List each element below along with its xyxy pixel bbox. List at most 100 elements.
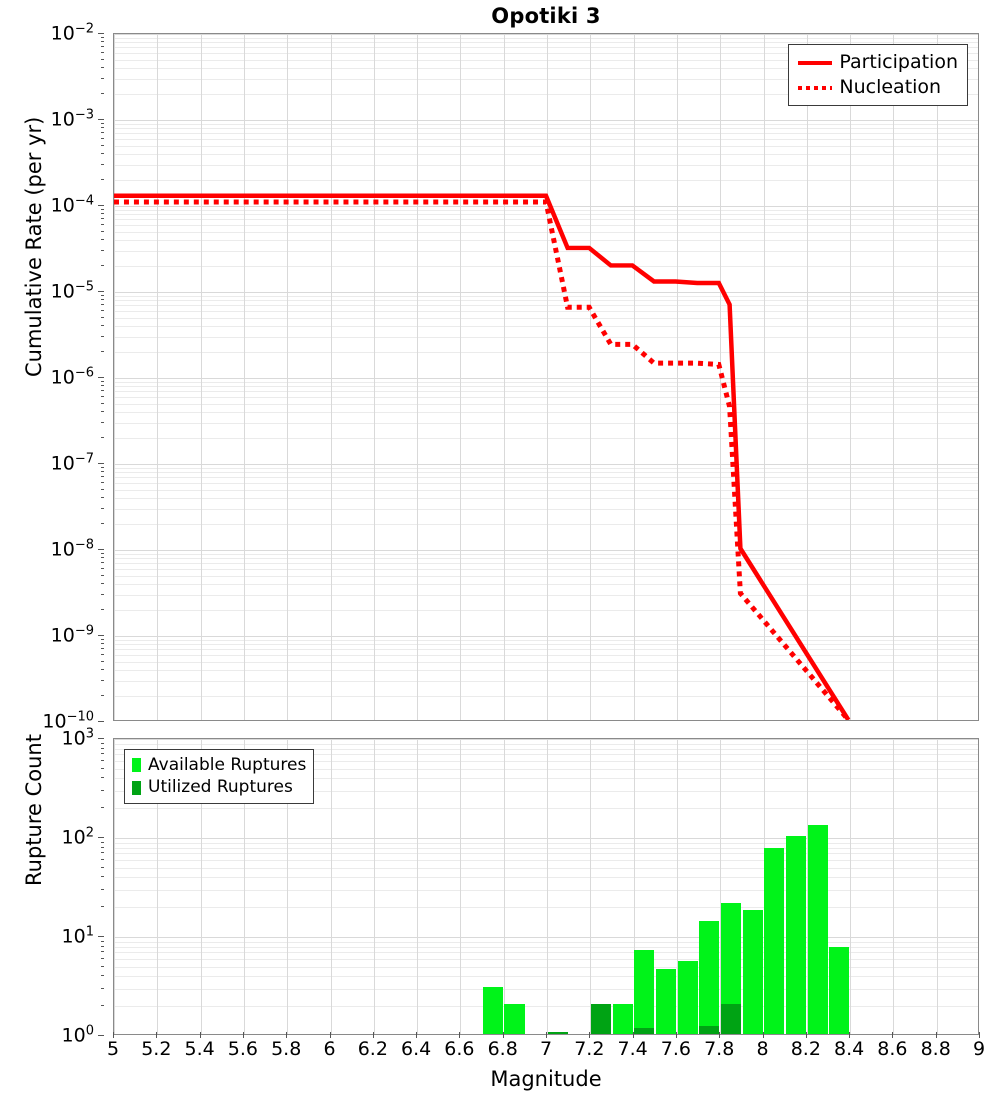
- y-minor-tick-mark: [101, 807, 104, 809]
- y-minor-tick-mark: [101, 310, 104, 312]
- x-tick-labels: 5 5.2 5.4 5.6 5.8 6 6.2 6.4 6.6 6.8 7 7.2 7.4 7.6 7.8 8…: [107, 1032, 985, 1066]
- rate-curves: [114, 193, 851, 720]
- x-tick-label: 6.4: [400, 1038, 432, 1060]
- y-minor-tick-mark: [101, 179, 104, 181]
- y-minor-tick-mark: [101, 669, 104, 671]
- y-minor-tick-mark: [101, 507, 104, 509]
- gridline-horizontal-minor: [114, 467, 978, 469]
- bar-available-ruptures: [807, 824, 828, 1034]
- y-minor-tick-mark: [101, 265, 104, 267]
- x-tick-mark: [546, 1032, 547, 1038]
- y-minor-tick-mark: [101, 777, 104, 779]
- y-tick-label: 10−4: [50, 193, 94, 217]
- y-minor-tick-mark: [101, 876, 104, 878]
- x-tick-mark: [459, 1032, 461, 1038]
- gridline-horizontal-minor: [114, 266, 978, 268]
- gridline-horizontal-minor: [114, 477, 978, 479]
- gridline-vertical: [114, 739, 115, 1034]
- y-minor-tick-mark: [101, 411, 104, 413]
- y-minor-tick-mark: [101, 41, 104, 43]
- x-tick-label: 9: [972, 1038, 986, 1060]
- x-tick-label: 5.8: [271, 1038, 302, 1060]
- gridline-horizontal-minor: [114, 352, 978, 354]
- y-tick-label: 10−5: [50, 279, 94, 303]
- y-tick-mark: [98, 635, 104, 636]
- gridline-vertical: [373, 34, 375, 720]
- x-tick-label: 7.8: [704, 1038, 735, 1060]
- gridline-vertical: [806, 739, 808, 1034]
- y-minor-tick-mark: [101, 957, 104, 959]
- gridline-horizontal-minor: [114, 768, 978, 770]
- gridline-horizontal-minor: [114, 412, 978, 414]
- gridline-vertical: [806, 34, 808, 720]
- x-tick-label: 7.6: [660, 1038, 691, 1060]
- x-tick-mark: [113, 1032, 114, 1038]
- gridline-horizontal-minor: [114, 164, 978, 166]
- gridline-vertical: [503, 739, 505, 1034]
- y-minor-tick-mark: [101, 144, 104, 146]
- bottom-panel-legend: Available Ruptures Utilized Ruptures: [124, 749, 315, 804]
- gridline-vertical: [893, 739, 895, 1034]
- y-minor-tick-mark: [101, 906, 104, 908]
- gridline-horizontal-minor: [114, 300, 978, 302]
- y-minor-tick-mark: [101, 574, 104, 576]
- gridline-horizontal-minor: [114, 336, 978, 338]
- x-axis-title: Magnitude: [490, 1067, 602, 1091]
- gridline-horizontal-minor: [114, 42, 978, 44]
- y-tick-label: 103: [61, 726, 94, 750]
- y-minor-tick-mark: [101, 940, 104, 942]
- y-minor-tick-mark: [101, 759, 104, 761]
- color-swatch-icon: [132, 758, 141, 773]
- gridline-vertical: [114, 34, 115, 720]
- bar-utilized-ruptures: [720, 1004, 742, 1034]
- gridline-horizontal-minor: [114, 842, 978, 844]
- gridline-horizontal-minor: [114, 889, 978, 891]
- gridline-horizontal-minor: [114, 976, 978, 978]
- gridline-horizontal-minor: [114, 250, 978, 252]
- y-minor-tick-mark: [101, 163, 104, 165]
- y-tick-mark: [98, 463, 104, 464]
- gridline-horizontal-minor: [114, 154, 978, 156]
- gridline-horizontal-minor: [114, 483, 978, 485]
- gridline-vertical: [763, 739, 765, 1034]
- gridline-vertical: [503, 34, 505, 720]
- gridline-horizontal-minor: [114, 988, 978, 990]
- y-minor-tick-mark: [101, 437, 104, 439]
- x-tick-mark: [762, 1032, 764, 1038]
- y-minor-tick-mark: [101, 552, 104, 554]
- gridline-horizontal-minor: [114, 59, 978, 61]
- y-minor-tick-mark: [101, 249, 104, 251]
- gridline-horizontal-minor: [114, 47, 978, 49]
- gridline-horizontal-minor: [114, 78, 978, 80]
- top-panel-y-tick-labels: 10−2 10−3 10−4 10−5 10−6 10−7 10−8 10−9 10−10: [0, 21, 104, 733]
- gridline-vertical: [460, 34, 462, 720]
- gridline-horizontal-minor: [114, 594, 978, 596]
- y-minor-tick-mark: [101, 679, 104, 681]
- y-minor-tick-mark: [101, 385, 104, 387]
- x-tick-label: 7.4: [617, 1038, 648, 1060]
- gridline-vertical: [633, 34, 635, 720]
- x-tick-label: 8.4: [833, 1038, 865, 1060]
- y-minor-tick-mark: [101, 127, 104, 129]
- y-minor-tick-mark: [101, 132, 104, 134]
- y-minor-tick-mark: [101, 402, 104, 404]
- gridline-horizontal-minor: [114, 754, 978, 756]
- y-minor-tick-mark: [101, 466, 104, 468]
- y-tick-label: 102: [61, 825, 94, 849]
- gridline-horizontal-minor: [114, 696, 978, 698]
- gridline-horizontal-minor: [114, 563, 978, 565]
- gridline-horizontal-minor: [114, 295, 978, 297]
- y-minor-tick-mark: [101, 695, 104, 697]
- y-tick-label: 10−8: [50, 537, 94, 561]
- gridline-horizontal-minor: [114, 941, 978, 943]
- dotted-line-icon: [798, 85, 833, 90]
- gridline-horizontal-minor: [114, 760, 978, 762]
- y-minor-tick-mark: [101, 208, 104, 210]
- y-minor-tick-mark: [101, 58, 104, 60]
- gridline-vertical: [763, 34, 765, 720]
- y-minor-tick-mark: [101, 858, 104, 860]
- x-tick-mark: [199, 1032, 201, 1038]
- solid-line-icon: [798, 60, 833, 65]
- gridline-horizontal-minor: [114, 958, 978, 960]
